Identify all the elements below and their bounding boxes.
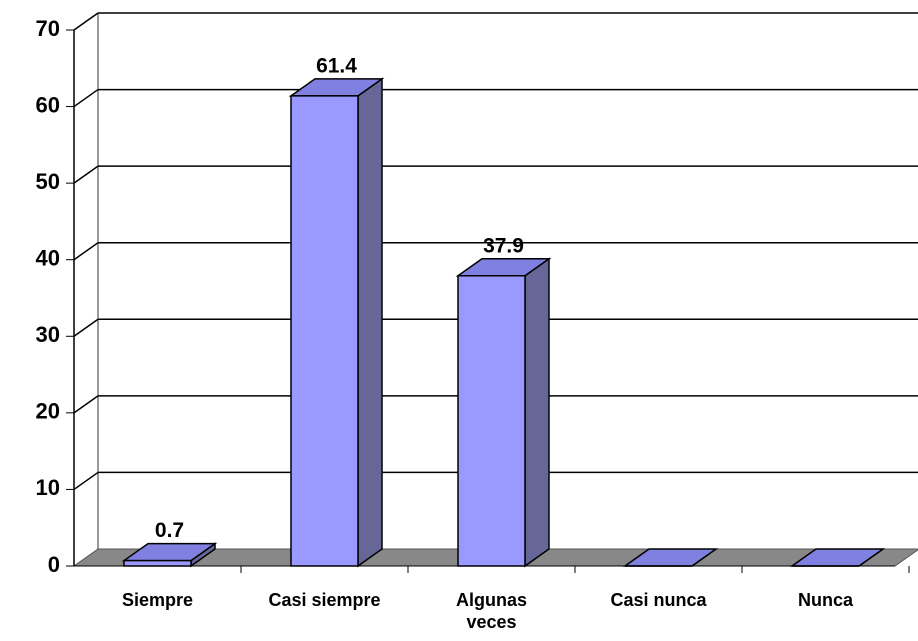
grid-line	[73, 318, 99, 337]
bar-face	[123, 559, 192, 567]
x-tick-label: Algunas veces	[455, 590, 527, 632]
data-label: 37.9	[483, 234, 524, 257]
x-tick-label: Siempre	[121, 590, 194, 610]
y-tick-label: 0	[48, 552, 60, 577]
bar-face	[357, 77, 383, 568]
x-tick-label: Nunca	[797, 590, 853, 610]
bar	[288, 77, 385, 568]
y-tick-label: 70	[36, 16, 60, 41]
bar	[789, 548, 886, 567]
y-tick-label: 30	[36, 322, 60, 347]
y-tick-label: 40	[36, 246, 60, 271]
bar-face	[457, 275, 526, 567]
data-label: 0.7	[155, 519, 184, 542]
bar-face	[290, 95, 359, 567]
bar	[622, 548, 719, 567]
y-tick-label: 20	[36, 399, 60, 424]
x-tick-label: Casi nunca	[610, 590, 707, 610]
y-tick-label: 50	[36, 169, 60, 194]
grid-line	[73, 242, 99, 261]
grid-line	[73, 395, 99, 414]
data-label: 61.4	[316, 54, 357, 77]
grid-line	[73, 165, 99, 184]
bar	[455, 257, 552, 568]
x-tick-label: Casi siempre	[268, 590, 381, 610]
y-tick-label: 10	[36, 475, 60, 500]
grid-line	[73, 88, 99, 108]
y-tick-label: 60	[36, 92, 60, 117]
bar-face	[524, 257, 550, 568]
bar	[121, 542, 218, 568]
grid-line	[73, 12, 99, 31]
grid-line	[73, 471, 99, 491]
